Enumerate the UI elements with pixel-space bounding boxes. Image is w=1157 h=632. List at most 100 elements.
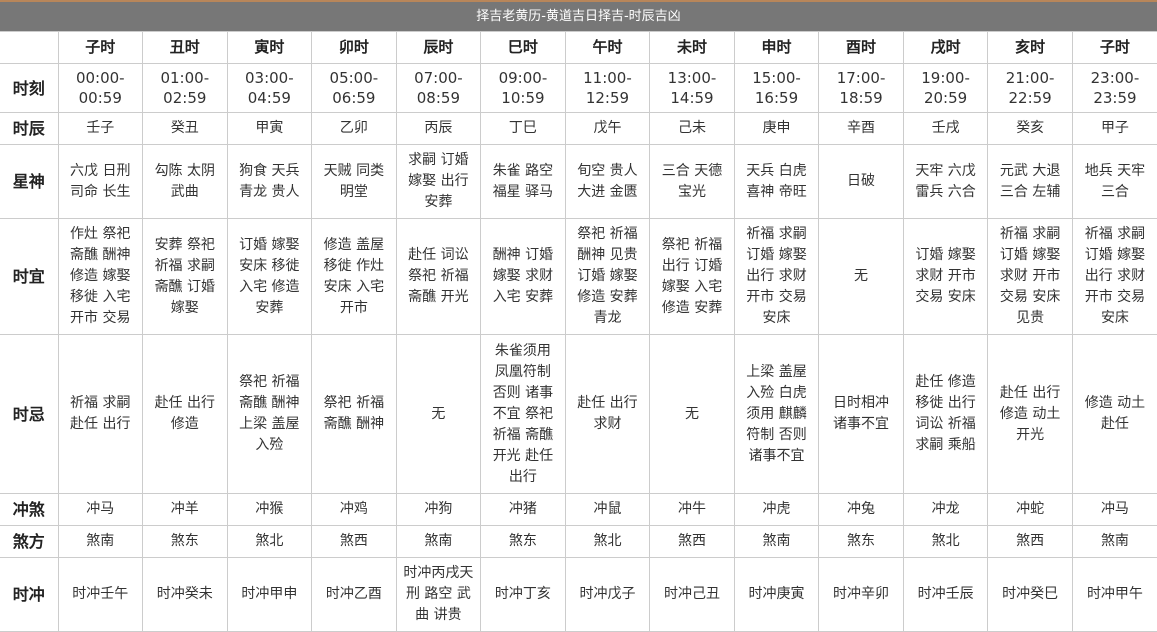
cell-ji: 朱雀须用 凤凰符制 否则 诸事 不宜 祭祀 祈福 斋醮 开光 赴任 出行: [480, 334, 566, 494]
cell-time: 09:00- 10:59: [480, 63, 566, 113]
cell-shafang: 煞东: [480, 525, 566, 558]
cell-shichong: 时冲丁亥: [480, 557, 566, 632]
cell-chongsha: 冲鼠: [564, 493, 651, 526]
cell-ganzhi: 甲子: [1071, 112, 1157, 145]
cell-ji: 无: [395, 334, 482, 494]
cell-ji: 修造 动土 赴任: [1071, 334, 1157, 494]
row-yi: 时宜 作灶 祭祀 斋醮 酬神 修造 嫁娶 移徙 入宅 开市 交易 安葬 祭祀 祈福 …: [0, 218, 1157, 335]
cell-time: 17:00- 18:59: [818, 63, 904, 113]
cell-ganzhi: 甲寅: [226, 112, 313, 145]
column-header: 申时: [733, 31, 820, 64]
cell-ji: 赴任 修造 移徙 出行 词讼 祈福 求嗣 乘船: [902, 334, 989, 494]
cell-shichong: 时冲癸巳: [987, 557, 1073, 632]
cell-chongsha: 冲龙: [902, 493, 989, 526]
cell-xingshen: 三合 天德 宝光: [649, 144, 735, 219]
cell-yi: 安葬 祭祀 祈福 求嗣 斋醮 订婚 嫁娶: [142, 218, 228, 335]
row-label: 时忌: [0, 334, 59, 494]
cell-xingshen: 勾陈 太阴 武曲: [142, 144, 228, 219]
cell-time: 13:00- 14:59: [649, 63, 735, 113]
cell-ji: 无: [649, 334, 735, 494]
row-label: 时辰: [0, 112, 59, 145]
cell-shafang: 煞南: [1071, 525, 1157, 558]
cell-time: 01:00- 02:59: [142, 63, 228, 113]
cell-ganzhi: 癸亥: [987, 112, 1073, 145]
cell-xingshen: 天牢 六戊 雷兵 六合: [902, 144, 989, 219]
cell-xingshen: 元武 大退 三合 左辅: [987, 144, 1073, 219]
cell-shichong: 时冲乙酉: [311, 557, 397, 632]
column-header: 戌时: [902, 31, 989, 64]
cell-xingshen: 天兵 白虎 喜神 帝旺: [733, 144, 820, 219]
cell-shafang: 煞东: [142, 525, 228, 558]
column-header: 辰时: [395, 31, 482, 64]
cell-yi: 祈福 求嗣 订婚 嫁娶 出行 求财 开市 交易 安床: [1071, 218, 1157, 335]
cell-chongsha: 冲虎: [733, 493, 820, 526]
cell-chongsha: 冲狗: [395, 493, 482, 526]
cell-shichong: 时冲辛卯: [818, 557, 904, 632]
row-label: 时冲: [0, 557, 59, 632]
cell-yi: 订婚 嫁娶 求财 开市 交易 安床: [902, 218, 989, 335]
row-ji: 时忌 祈福 求嗣 赴任 出行 赴任 出行 修造 祭祀 祈福 斋醮 酬神 上梁 盖屋 入…: [0, 334, 1157, 494]
row-label: 时宜: [0, 218, 59, 335]
cell-ji: 赴任 出行 修造 动土 开光: [987, 334, 1073, 494]
cell-shichong: 时冲壬午: [57, 557, 144, 632]
cell-ganzhi: 乙卯: [311, 112, 397, 145]
cell-xingshen: 天贼 同类 明堂: [311, 144, 397, 219]
row-label: 煞方: [0, 525, 59, 558]
cell-time: 07:00- 08:59: [395, 63, 482, 113]
cell-ganzhi: 壬子: [57, 112, 144, 145]
cell-yi: 酬神 订婚 嫁娶 求财 入宅 安葬: [480, 218, 566, 335]
cell-shafang: 煞南: [733, 525, 820, 558]
cell-shichong: 时冲癸未: [142, 557, 228, 632]
cell-xingshen: 朱雀 路空 福星 驿马: [480, 144, 566, 219]
cell-yi: 订婚 嫁娶 安床 移徙 入宅 修造 安葬: [226, 218, 313, 335]
cell-shafang: 煞北: [902, 525, 989, 558]
cell-time: 19:00- 20:59: [902, 63, 989, 113]
cell-ji: 日时相冲 诸事不宜: [818, 334, 904, 494]
cell-chongsha: 冲羊: [142, 493, 228, 526]
cell-shichong: 时冲甲午: [1071, 557, 1157, 632]
cell-ganzhi: 丙辰: [395, 112, 482, 145]
cell-time: 21:00- 22:59: [987, 63, 1073, 113]
cell-yi: 修造 盖屋 移徙 作灶 安床 入宅 开市: [311, 218, 397, 335]
column-header: 丑时: [142, 31, 228, 64]
cell-shafang: 煞西: [311, 525, 397, 558]
cell-ganzhi: 丁巳: [480, 112, 566, 145]
column-header: 子时: [57, 31, 144, 64]
cell-ji: 祭祀 祈福 斋醮 酬神 上梁 盖屋 入殓: [226, 334, 313, 494]
cell-yi: 作灶 祭祀 斋醮 酬神 修造 嫁娶 移徙 入宅 开市 交易: [57, 218, 144, 335]
cell-chongsha: 冲马: [1071, 493, 1157, 526]
cell-chongsha: 冲猪: [480, 493, 566, 526]
cell-ganzhi: 庚申: [733, 112, 820, 145]
cell-time: 15:00- 16:59: [733, 63, 820, 113]
cell-shichong: 时冲己丑: [649, 557, 735, 632]
cell-yi: 祈福 求嗣 订婚 嫁娶 出行 求财 开市 交易 安床: [733, 218, 820, 335]
cell-chongsha: 冲鸡: [311, 493, 397, 526]
column-header: 酉时: [818, 31, 904, 64]
cell-ganzhi: 戊午: [564, 112, 651, 145]
cell-chongsha: 冲蛇: [987, 493, 1073, 526]
cell-xingshen: 六戊 日刑 司命 长生: [57, 144, 144, 219]
cell-chongsha: 冲猴: [226, 493, 313, 526]
cell-ganzhi: 壬戌: [902, 112, 989, 145]
cell-yi: 祭祀 祈福 出行 订婚 嫁娶 入宅 修造 安葬: [649, 218, 735, 335]
cell-shichong: 时冲戊子: [564, 557, 651, 632]
row-label: 冲煞: [0, 493, 59, 526]
cell-shafang: 煞北: [564, 525, 651, 558]
cell-time: 00:00- 00:59: [57, 63, 144, 113]
page-title: 择吉老黄历-黄道吉日择吉-时辰吉凶: [0, 0, 1157, 31]
cell-xingshen: 地兵 天牢 三合: [1071, 144, 1157, 219]
cell-ji: 祭祀 祈福 斋醮 酬神: [311, 334, 397, 494]
cell-ji: 上梁 盖屋 入殓 白虎 须用 麒麟 符制 否则 诸事不宜: [733, 334, 820, 494]
cell-shichong: 时冲丙戌天 刑 路空 武 曲 讲贵: [395, 557, 482, 632]
cell-ji: 赴任 出行 求财: [564, 334, 651, 494]
cell-chongsha: 冲马: [57, 493, 144, 526]
column-header: 巳时: [480, 31, 566, 64]
cell-xingshen: 旬空 贵人 大进 金匮: [564, 144, 651, 219]
cell-time: 05:00- 06:59: [311, 63, 397, 113]
column-header: 未时: [649, 31, 735, 64]
cell-yi: 赴任 词讼 祭祀 祈福 斋醮 开光: [395, 218, 482, 335]
row-xingshen: 星神 六戊 日刑 司命 长生 勾陈 太阴 武曲 狗食 天兵 青龙 贵人 天贼 同类 明堂…: [0, 144, 1157, 219]
cell-yi: 祈福 求嗣 订婚 嫁娶 求财 开市 交易 安床 见贵: [987, 218, 1073, 335]
column-header: 卯时: [311, 31, 397, 64]
column-header: 子时: [1071, 31, 1157, 64]
